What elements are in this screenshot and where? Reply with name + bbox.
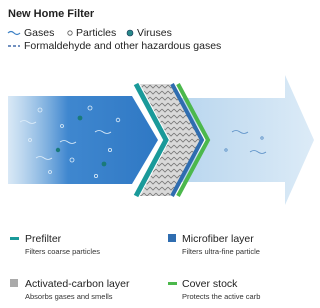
layer-description: Protects the active carb	[182, 292, 260, 301]
title: New Home Filter	[8, 8, 95, 20]
key-label: Formaldehyde and other hazardous gases	[24, 40, 221, 52]
page: New Home Filter Gases Particles Viruses …	[0, 0, 319, 308]
illustration	[8, 75, 314, 205]
dirty-air	[8, 96, 158, 184]
key-label: Viruses	[137, 27, 172, 39]
layer-name: Cover stock	[182, 278, 238, 290]
layer-description: Absorbs gases and smells	[25, 292, 113, 301]
gas-icon	[8, 32, 20, 35]
particle-icon	[68, 31, 72, 35]
swatch	[168, 282, 177, 285]
layer-name: Microfiber layer	[182, 233, 254, 245]
virus-icon	[127, 30, 133, 36]
swatch	[10, 279, 18, 287]
layer-description: Filters ultra-fine particle	[182, 247, 260, 256]
swatch	[10, 237, 19, 240]
layer-name: Activated-carbon layer	[25, 278, 130, 290]
swatch	[168, 234, 176, 242]
layer-name: Prefilter	[25, 233, 62, 245]
layer-description: Filters coarse particles	[25, 247, 100, 256]
key-label: Gases	[24, 27, 54, 39]
layer-legend: Prefilter Filters coarse particles Micro…	[10, 233, 260, 301]
diagram: New Home Filter Gases Particles Viruses …	[0, 0, 319, 308]
key: Gases Particles Viruses Formaldehyde and…	[8, 27, 221, 52]
key-label: Particles	[76, 27, 116, 39]
